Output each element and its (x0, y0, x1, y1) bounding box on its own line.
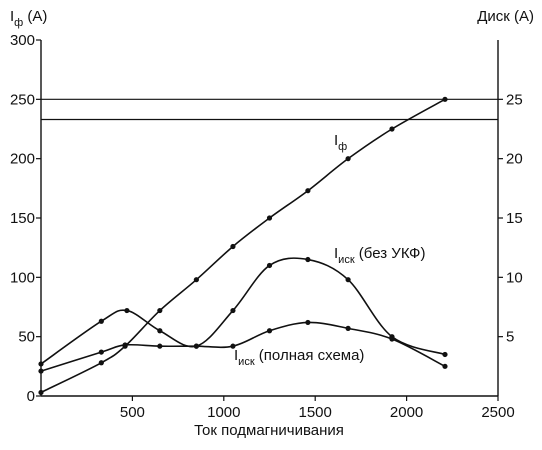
series-line-1 (40, 257, 446, 365)
series-2-point (389, 336, 395, 342)
series-1-point (38, 361, 44, 367)
series-2-point (157, 343, 163, 349)
y-left-tick-label: 100 (10, 269, 35, 286)
series-2-point (345, 325, 351, 331)
x-axis-title: Ток подмагничивания (194, 422, 344, 439)
series-label-i-f: Iф (334, 132, 347, 153)
series-1-point (98, 318, 104, 324)
x-tick-label: 2500 (481, 404, 514, 421)
right-axis-title: Диск (A) (477, 8, 534, 25)
series-0-point (389, 126, 395, 132)
x-tick-label: 1500 (299, 404, 332, 421)
series-1-point (442, 351, 448, 358)
series-0-point (442, 96, 448, 102)
series-group (38, 96, 448, 396)
y-right-tick-label: 15 (506, 210, 523, 227)
y-right-tick-label: 25 (506, 91, 523, 108)
series-2-point (442, 363, 448, 369)
series-0-point (230, 243, 236, 250)
series-0-point (98, 360, 104, 366)
series-1-point (124, 307, 130, 314)
x-tick-label: 1000 (207, 404, 240, 421)
y-left-tick-label: 300 (10, 32, 35, 49)
series-0-point (266, 215, 273, 221)
series-2-point (305, 319, 311, 326)
series-0-point (193, 277, 199, 283)
y-right-tick-label: 20 (506, 151, 523, 168)
x-tick-label: 500 (120, 404, 145, 421)
series-0-point (305, 188, 311, 194)
left-axis-title: Iф (A) (10, 8, 47, 29)
series-2-point (98, 349, 104, 355)
axis-ticks: 0 50 100 150 200 250 300 5 10 15 20 25 500 1000 1500 20… (10, 32, 523, 421)
series-2-point (38, 368, 44, 374)
y-left-tick-label: 200 (10, 151, 35, 168)
series-1-point (230, 307, 236, 314)
series-label-i-isk-full: Iиск (полная схема) (234, 347, 364, 368)
y-left-tick-label: 50 (18, 329, 35, 346)
series-2-point (122, 342, 128, 348)
series-1-point (305, 256, 311, 263)
series-2-point (230, 343, 236, 349)
series-1-point (266, 262, 273, 269)
reference-lines (41, 98, 498, 121)
series-0-point (38, 389, 44, 396)
series-0-point (345, 156, 351, 162)
series-2-point (193, 343, 199, 349)
y-right-tick-label: 10 (506, 269, 523, 286)
series-1-point (157, 328, 163, 334)
series-1-point (345, 277, 351, 283)
y-right-tick-label: 5 (506, 329, 514, 346)
x-tick-label: 2000 (390, 404, 423, 421)
series-2-point (266, 328, 273, 334)
y-left-tick-label: 0 (27, 388, 35, 405)
series-label-i-isk-bez-ukf: Iиск (без УКФ) (334, 245, 425, 266)
y-left-tick-label: 250 (10, 91, 35, 108)
series-0-point (157, 307, 163, 314)
y-left-tick-label: 150 (10, 210, 35, 227)
